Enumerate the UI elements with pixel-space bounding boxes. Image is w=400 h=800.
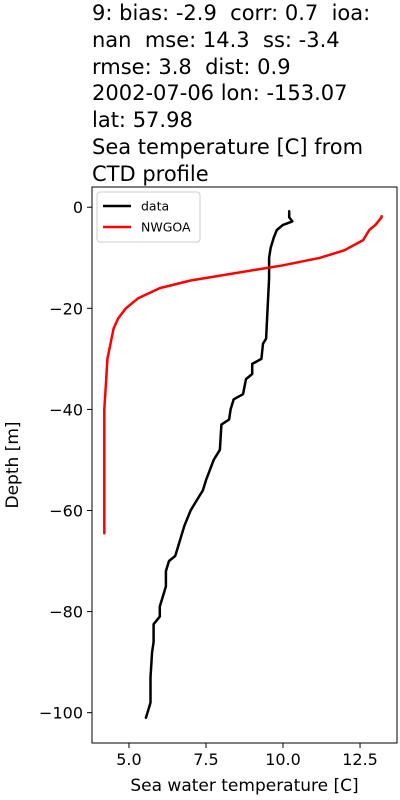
title-line: Sea temperature [C] from (92, 134, 364, 159)
axes-layer: 5.0 7.5 10.0 12.5 0 −20 −40 −60 −80 −100 (39, 198, 378, 769)
title-line: CTD profile (92, 161, 209, 186)
title-line: lat: 57.98 (92, 108, 193, 133)
title-line: nan mse: 14.3 ss: -3.4 (92, 27, 340, 52)
title-line: 2002-07-06 lon: -153.07 (92, 81, 348, 106)
x-tick-label: 12.5 (342, 750, 378, 769)
y-axis-label: Depth [m] (3, 421, 23, 508)
y-tick-label: −80 (49, 603, 83, 622)
x-tick-label: 5.0 (116, 750, 141, 769)
series-line-nwgoa (103, 215, 383, 535)
chart-title: 9: bias: -2.9 corr: 0.7 ioa: nan mse: 14… (92, 0, 397, 188)
series-line-data (144, 210, 294, 719)
title-line: 9: bias: -2.9 corr: 0.7 ioa: (92, 1, 371, 25)
y-tick-label: −100 (39, 704, 83, 723)
plot-frame (91, 186, 398, 744)
x-tick-label: 10.0 (265, 750, 301, 769)
y-tick-label: 0 (73, 198, 83, 217)
legend: data NWGOA (96, 191, 201, 243)
legend-box (96, 191, 201, 243)
x-axis-label: Sea water temperature [C] (130, 776, 358, 796)
y-tick-label: −20 (49, 299, 83, 318)
legend-label-data: data (141, 199, 169, 214)
y-tick-label: −40 (49, 400, 83, 419)
plot-layer (103, 210, 383, 719)
y-tick-label: −60 (49, 501, 83, 520)
title-line: rmse: 3.8 dist: 0.9 (92, 54, 291, 79)
x-tick-label: 7.5 (193, 750, 218, 769)
legend-label-nwgoa: NWGOA (141, 220, 191, 235)
